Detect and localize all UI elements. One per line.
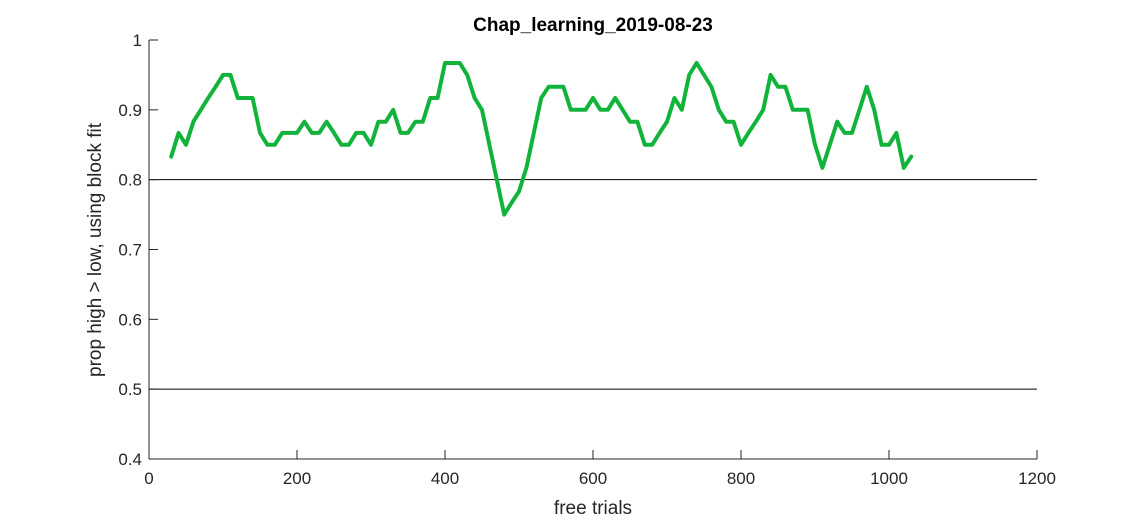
y-tick-label: 0.9 (118, 101, 142, 120)
y-tick-label: 1 (133, 31, 142, 50)
x-axis-ticks: 0 200 400 600 800 1000 1200 (144, 450, 1056, 488)
y-axis-label: prop high > low, using block fit (85, 122, 106, 377)
series-layer (169, 61, 914, 217)
x-tick-label: 200 (283, 469, 311, 488)
y-tick-label: 0.7 (118, 241, 142, 260)
chart-title: Chap_learning_2019-08-23 (473, 15, 713, 36)
series-line (169, 61, 914, 217)
y-tick-label: 0.5 (118, 380, 142, 399)
y-tick-label: 0.4 (118, 450, 142, 469)
x-tick-label: 800 (727, 469, 755, 488)
y-tick-label: 0.8 (118, 171, 142, 190)
x-tick-label: 1200 (1018, 469, 1056, 488)
x-tick-label: 600 (579, 469, 607, 488)
reference-lines (149, 179, 1037, 390)
y-axis-ticks: 0.4 0.5 0.6 0.7 0.8 0.9 1 (118, 31, 158, 469)
y-tick-label: 0.6 (118, 310, 142, 329)
x-tick-label: 0 (144, 469, 153, 488)
x-axis-label: free trials (554, 498, 632, 519)
x-tick-label: 400 (431, 469, 459, 488)
axes (148, 40, 1037, 460)
x-tick-label: 1000 (870, 469, 908, 488)
